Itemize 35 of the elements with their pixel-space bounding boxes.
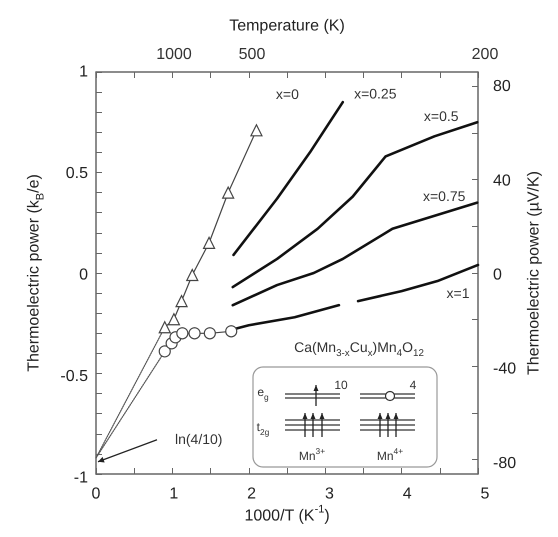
y-tick-label: 1	[79, 64, 88, 80]
x-tick-label: 5	[480, 486, 490, 502]
series-label: x=0.25	[354, 85, 397, 102]
series-label: x=0.75	[423, 188, 466, 204]
x-tick-label: 3	[324, 486, 334, 502]
text: x=0	[276, 86, 300, 102]
y-axis-title: Thermoelectric power (kB/e)	[26, 174, 46, 372]
annotation: e$_{g}$	[257, 385, 270, 402]
annotation: 4	[410, 378, 417, 392]
x-tick-label: 4	[402, 486, 412, 502]
series-label: x=0.5	[424, 108, 459, 124]
y-tick-label: 0.5	[66, 165, 88, 182]
text: 500	[238, 46, 266, 64]
y2-tick-label: -80	[493, 454, 516, 472]
annotation: Mn$^{4+}$	[376, 446, 404, 464]
x-tick-label: 0	[92, 486, 101, 502]
annotation: ln(4/10)	[175, 430, 222, 446]
annotation: Mn$^{3+}$	[298, 446, 326, 464]
y-tick-label: -0.5	[60, 368, 88, 385]
x-tick-label: 1	[169, 486, 178, 502]
annotation: t$_{2g}$	[256, 420, 270, 438]
series-label: x=1	[446, 284, 470, 301]
y-tick-label: -1	[74, 470, 88, 486]
y2-tick-label: 40	[493, 172, 511, 190]
annotation: 10	[334, 378, 348, 392]
y2-tick-label: 0	[493, 266, 502, 284]
text: 1000	[156, 46, 192, 64]
y2-axis-title: Thermoelectric power (µV/K)	[526, 171, 542, 375]
annotation: Ca(Mn$_{3-x}$Cu$_{x}$)Mn$_{4}$O$_{12}$	[294, 338, 424, 360]
y-tick-label: 0	[79, 266, 88, 284]
x-tick-label: 2	[247, 486, 256, 502]
y2-tick-label: 80	[493, 78, 511, 96]
text: 200	[472, 46, 498, 64]
x2-axis-title: Temperature (K)	[229, 18, 345, 34]
y2-tick-label: -40	[493, 360, 516, 378]
